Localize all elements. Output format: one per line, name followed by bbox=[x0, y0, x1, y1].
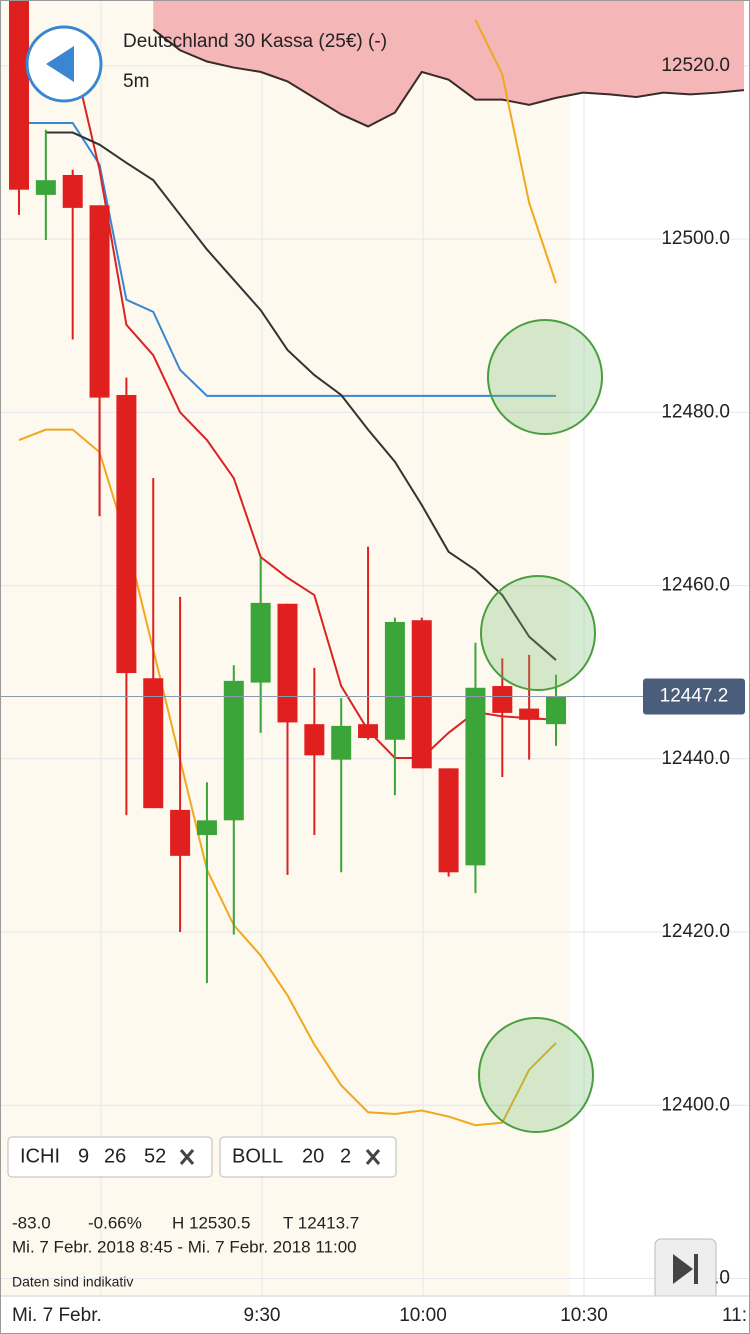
indicator-line bbox=[18, 428, 557, 1127]
y-tick-label: 12400.0 bbox=[661, 1094, 730, 1115]
cloud-line bbox=[152, 28, 745, 128]
cloud-area bbox=[153, 0, 744, 127]
back-icon bbox=[46, 46, 74, 82]
indicator-param: 20 bbox=[302, 1145, 324, 1167]
x-axis: Mi. 7 Febr. 9:30 10:00 10:30 11: bbox=[0, 1295, 750, 1334]
range: Mi. 7 Febr. 2018 8:45 - Mi. 7 Febr. 2018… bbox=[12, 1237, 357, 1256]
y-tick-label: 12500.0 bbox=[661, 228, 730, 249]
skip-to-end bbox=[654, 1238, 717, 1301]
candle-body bbox=[62, 174, 83, 208]
low: T 12413.7 bbox=[283, 1213, 359, 1232]
stats: -83.0 -0.66% H 12530.5 T 12413.7 Mi. 7 F… bbox=[12, 1213, 359, 1289]
candle-body bbox=[89, 205, 110, 398]
x-tick-label: 10:00 bbox=[399, 1305, 447, 1326]
x-tick-label: Mi. 7 Febr. bbox=[12, 1305, 102, 1326]
last-price-tag bbox=[643, 678, 745, 715]
indicator-param: 52 bbox=[144, 1145, 166, 1167]
x-axis-band bbox=[0, 1296, 750, 1334]
remove-icon[interactable] bbox=[365, 1149, 381, 1165]
candle-body bbox=[331, 725, 352, 760]
candle-body bbox=[250, 602, 271, 683]
indicator-param: 9 bbox=[78, 1145, 89, 1167]
last-price-label: 12447.2 bbox=[660, 685, 729, 706]
circle-drawing[interactable] bbox=[478, 1017, 594, 1133]
candle-body bbox=[9, 0, 29, 190]
note: Daten sind indikativ bbox=[12, 1274, 133, 1290]
candle-body bbox=[438, 768, 459, 873]
circle-drawing[interactable] bbox=[480, 575, 596, 691]
high: H 12530.5 bbox=[172, 1213, 250, 1232]
candle-body bbox=[196, 820, 217, 836]
change-pct: -0.66% bbox=[88, 1213, 142, 1232]
candle-body bbox=[384, 621, 405, 740]
x-tick-label: 11: bbox=[722, 1305, 747, 1326]
indicator-param: 26 bbox=[104, 1145, 126, 1167]
chart-title: Deutschland 30 Kassa (25€) (-) bbox=[123, 31, 387, 52]
change: -83.0 bbox=[12, 1213, 51, 1232]
interval: 5m bbox=[123, 71, 149, 92]
indicator-name: BOLL bbox=[232, 1145, 283, 1167]
indicator-name: ICHI bbox=[20, 1145, 60, 1167]
drawings bbox=[478, 319, 603, 1133]
candle-body bbox=[304, 724, 325, 756]
indicator-chip[interactable] bbox=[219, 1136, 397, 1178]
candles bbox=[9, 0, 566, 984]
candle-body bbox=[411, 620, 432, 769]
y-tick-label: 12480.0 bbox=[661, 401, 730, 422]
candle-body bbox=[223, 680, 244, 821]
cloud bbox=[152, 0, 745, 128]
indicator-chips: ICHI 9 26 52 BOLL 20 2 bbox=[7, 1136, 397, 1178]
x-tick-label: 9:30 bbox=[244, 1305, 281, 1326]
indicator-line bbox=[474, 19, 557, 284]
indicator-param: 2 bbox=[340, 1145, 351, 1167]
candle-body bbox=[277, 603, 298, 723]
candle-body bbox=[465, 687, 486, 866]
candle-body bbox=[358, 724, 379, 739]
remove-icon[interactable] bbox=[179, 1149, 195, 1165]
candle-body bbox=[519, 708, 540, 720]
y-tick-label: 12440.0 bbox=[661, 748, 730, 769]
last-price: 12447.2 bbox=[0, 678, 745, 715]
circle-drawing[interactable] bbox=[487, 319, 603, 435]
y-tick-label: 12420.0 bbox=[661, 921, 730, 942]
candle-body bbox=[35, 180, 56, 195]
indicator-line bbox=[45, 131, 557, 661]
indicator-chip[interactable] bbox=[7, 1136, 213, 1178]
candle-body bbox=[143, 678, 164, 809]
candle-body bbox=[116, 394, 137, 674]
skip-icon bbox=[694, 1254, 698, 1284]
y-tick-label: 12520.0 bbox=[661, 55, 730, 76]
candle-body bbox=[546, 696, 566, 725]
candle-body bbox=[170, 809, 191, 856]
x-tick-label: 10:30 bbox=[560, 1305, 608, 1326]
header: Deutschland 30 Kassa (25€) (-) 5m bbox=[25, 25, 387, 103]
y-tick-label: 12460.0 bbox=[661, 575, 730, 596]
candle-body bbox=[492, 686, 513, 713]
skip-icon bbox=[673, 1254, 693, 1284]
